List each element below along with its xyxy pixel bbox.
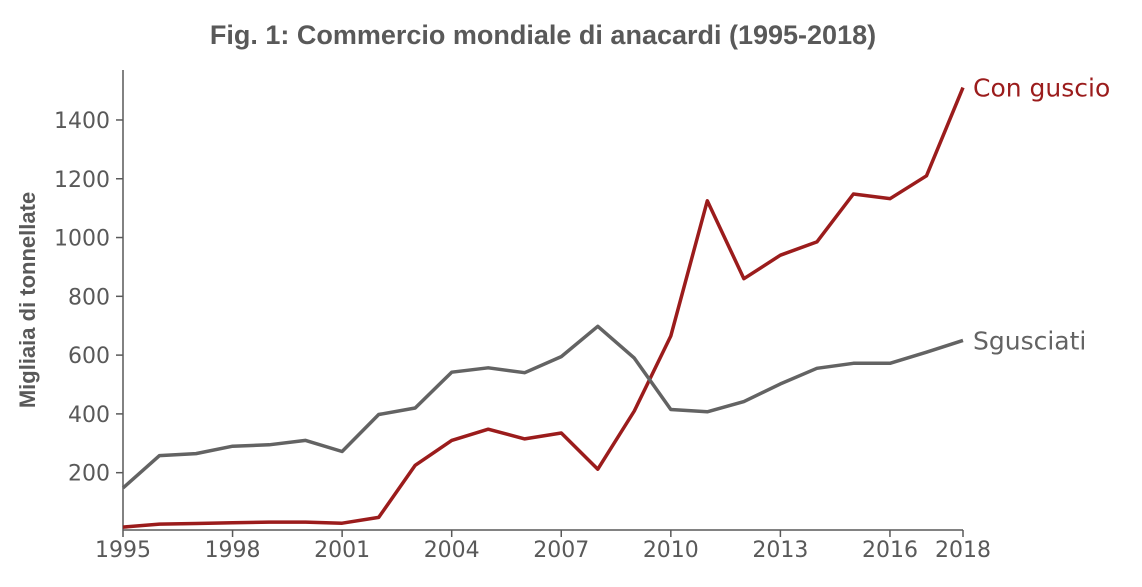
ticks: 200 400 600 800 1000 1200 1400 1995 1998 2001 2004… bbox=[54, 109, 991, 563]
x-tick-label: 2007 bbox=[533, 538, 589, 563]
x-tick-label: 2001 bbox=[314, 538, 370, 563]
series-label-sgusciati: Sgusciati bbox=[973, 326, 1086, 355]
series-labels: Con guscio Sgusciati bbox=[973, 74, 1110, 356]
y-tick-label: 200 bbox=[68, 462, 110, 487]
y-tick-label: 800 bbox=[68, 285, 110, 310]
series-line-sgusciati bbox=[121, 324, 964, 490]
x-tick-label: 2010 bbox=[643, 538, 699, 563]
y-tick-label: 400 bbox=[68, 403, 110, 428]
y-axis-label: Migliaia di tonnellate bbox=[15, 192, 40, 408]
series-lines bbox=[121, 86, 965, 529]
x-tick-label: 2016 bbox=[862, 538, 918, 563]
chart-title: Fig. 1: Commercio mondiale di anacardi (… bbox=[210, 20, 876, 50]
y-tick-label: 1200 bbox=[54, 168, 110, 193]
y-tick-label: 600 bbox=[68, 344, 110, 369]
x-tick-label: 2013 bbox=[752, 538, 808, 563]
series-line-con-guscio bbox=[122, 86, 965, 529]
series-label-con-guscio: Con guscio bbox=[973, 74, 1110, 103]
x-tick-label: 1998 bbox=[205, 538, 261, 563]
x-tick-label: 1995 bbox=[95, 538, 151, 563]
y-tick-label: 1400 bbox=[54, 109, 110, 134]
x-tick-label: 2018 bbox=[935, 538, 991, 563]
y-tick-label: 1000 bbox=[54, 227, 110, 252]
x-tick-label: 2004 bbox=[424, 538, 480, 563]
